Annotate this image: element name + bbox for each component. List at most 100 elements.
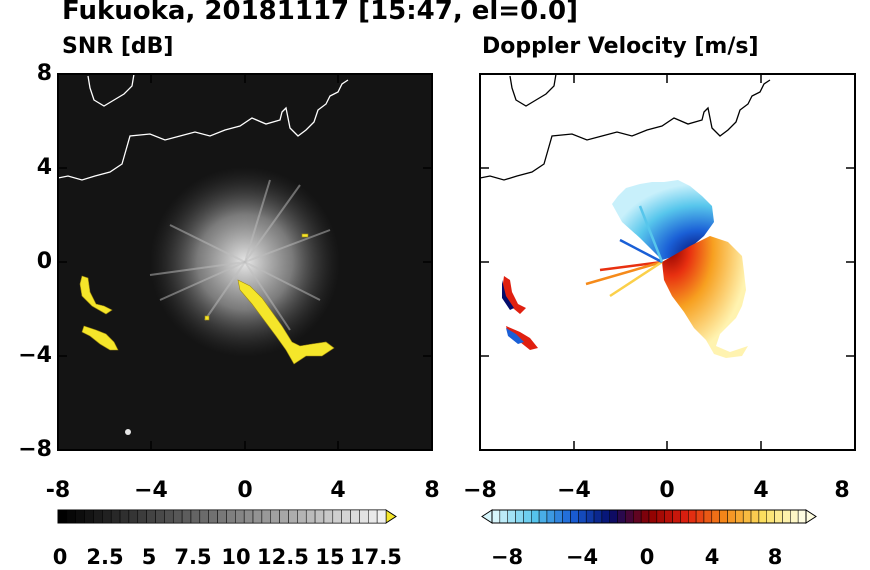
snr-colorbar-segment (181, 509, 192, 524)
snr-colorbar-segment (332, 509, 342, 524)
doppler-colorbar-segment (688, 509, 697, 524)
doppler-colorbar-segment (601, 509, 611, 524)
doppler-colorbar-segment (727, 509, 736, 524)
doppler-radial-beams (585, 205, 664, 298)
snr-colorbar-segment (226, 509, 236, 524)
doppler-colorbar-tick-label: 8 (767, 545, 783, 569)
snr-colorbar-segment (270, 509, 280, 524)
snr-colorbar-tick-label: 0 (52, 545, 68, 569)
doppler-coastline (480, 74, 771, 181)
snr-ytick-label: 8 (36, 61, 52, 86)
doppler-xtick-label: −4 (557, 478, 591, 503)
doppler-colorbar-segment (515, 509, 524, 524)
doppler-colorbar-segment (499, 509, 508, 524)
snr-colorbar-segment (155, 509, 165, 524)
snr-xtick-label: 8 (424, 478, 440, 503)
doppler-colorbar-segment (585, 509, 595, 524)
doppler-colorbar-extend-min (481, 509, 493, 524)
doppler-colorbar-segment (507, 509, 516, 524)
doppler-colorbar-segment (617, 509, 626, 524)
snr-colorbar-segment (297, 509, 307, 524)
snr-colorbar-segment (341, 509, 351, 524)
snr-colorbar-segment (128, 509, 139, 524)
doppler-colorbar-segment (625, 509, 634, 524)
snr-colorbar-extend-max (385, 509, 397, 524)
snr-colorbar-segment (235, 509, 245, 524)
doppler-colorbar-segment (782, 509, 791, 524)
snr-panel (57, 73, 433, 451)
doppler-xtick-label: −8 (463, 478, 497, 503)
doppler-colorbar-segment (640, 509, 650, 524)
snr-xtick-label: 0 (237, 478, 253, 503)
snr-colorbar-segment (146, 509, 156, 524)
doppler-colorbar-segment (570, 509, 579, 524)
doppler-colorbar-segment (546, 509, 556, 524)
snr-colorbar-segment (359, 509, 369, 524)
snr-yellow-echoes (79, 233, 335, 365)
snr-colorbar-segment (350, 509, 360, 524)
doppler-colorbar-segment (766, 509, 775, 524)
doppler-colorbar-tick-label: −8 (490, 545, 524, 569)
doppler-colorbar-segment (695, 509, 705, 524)
snr-panel-title: SNR [dB] (62, 34, 174, 59)
doppler-colorbar-segment (703, 509, 713, 524)
doppler-colorbar (481, 509, 817, 524)
snr-colorbar-tick-label: 10 (221, 545, 251, 569)
snr-colorbar-tick-label: 2.5 (86, 545, 124, 569)
doppler-colorbar-segment (656, 509, 665, 524)
doppler-colorbar-segment (538, 509, 548, 524)
snr-small-echo (125, 429, 131, 435)
doppler-colorbar-segment (774, 509, 783, 524)
snr-colorbar-segment (199, 509, 209, 524)
snr-colorbar (57, 509, 397, 524)
doppler-colorbar-segment (750, 509, 760, 524)
snr-colorbar-segment (110, 509, 121, 524)
snr-radial-beams (149, 179, 331, 331)
snr-colorbar-segment (190, 509, 201, 524)
figure-title: Fukuoka, 20181117 [15:47, el=0.0] (62, 0, 579, 26)
doppler-axis-ticks (479, 73, 856, 451)
doppler-colorbar-segment (609, 509, 618, 524)
doppler-colorbar-segment (523, 509, 532, 524)
doppler-colorbar-segment (593, 509, 603, 524)
doppler-colorbar-segment (491, 509, 501, 524)
snr-colorbar-segment (75, 509, 85, 524)
doppler-colorbar-tick-label: 0 (639, 545, 655, 569)
snr-colorbar-segment (57, 509, 68, 524)
snr-colorbar-segment (66, 509, 76, 524)
snr-colorbar-segment (172, 509, 183, 524)
doppler-colorbar-segment (648, 509, 658, 524)
snr-colorbar-segment (208, 509, 218, 524)
snr-colorbar-segment (314, 509, 325, 524)
snr-ytick-label: 4 (36, 155, 52, 180)
doppler-colorbar-tick-label: −4 (565, 545, 599, 569)
doppler-colorbar-extend-max (805, 509, 817, 524)
snr-colorbar-segment (217, 509, 227, 524)
doppler-colorbar-segment (578, 509, 587, 524)
doppler-colorbar-segment (664, 509, 673, 524)
snr-ytick-label: −8 (18, 437, 52, 462)
doppler-colorbar-segment (554, 509, 563, 524)
snr-xtick-label: 4 (330, 478, 346, 503)
snr-colorbar-segment (252, 509, 263, 524)
snr-colorbar-tick-label: 17.5 (350, 545, 402, 569)
doppler-colorbar-segment (735, 509, 744, 524)
doppler-colorbar-segment (562, 509, 571, 524)
doppler-xtick-label: 4 (753, 478, 769, 503)
doppler-colorbar-segment (633, 509, 642, 524)
snr-colorbar-segment (261, 509, 272, 524)
snr-colorbar-segment (368, 509, 378, 524)
snr-colorbar-tick-label: 15 (315, 545, 345, 569)
snr-coastline (58, 74, 349, 181)
snr-colorbar-tick-label: 12.5 (257, 545, 309, 569)
snr-colorbar-segment (137, 509, 147, 524)
doppler-colorbar-segment (797, 509, 807, 524)
snr-colorbar-segment (164, 509, 174, 524)
snr-colorbar-segment (84, 509, 94, 524)
doppler-colorbar-tick-label: 4 (704, 545, 720, 569)
snr-colorbar-segment (93, 509, 103, 524)
doppler-colorbar-segment (719, 509, 728, 524)
snr-colorbar-segment (102, 509, 112, 524)
doppler-xtick-label: 0 (659, 478, 675, 503)
